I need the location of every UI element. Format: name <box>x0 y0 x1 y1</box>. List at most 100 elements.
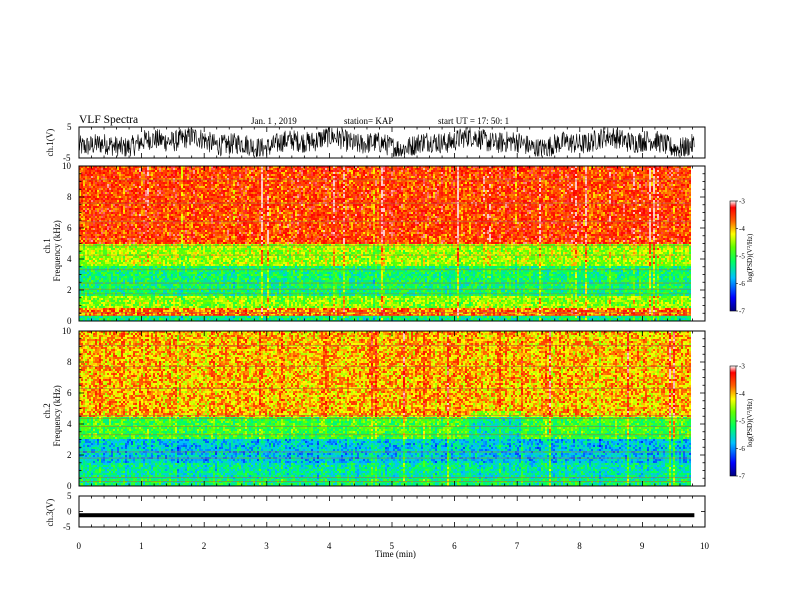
psd-cell <box>259 188 261 190</box>
psd-cell <box>457 180 459 182</box>
psd-cell <box>175 184 177 186</box>
psd-cell <box>479 174 481 176</box>
psd-cell <box>551 192 553 194</box>
psd-cell <box>373 186 375 188</box>
psd-cell <box>383 180 385 182</box>
psd-cell <box>137 168 139 170</box>
psd-cell <box>595 186 597 188</box>
psd-cell <box>429 180 431 182</box>
psd-cell <box>621 188 623 190</box>
psd-cell <box>99 180 101 182</box>
psd-cell <box>309 176 311 178</box>
psd-cell <box>645 188 647 190</box>
psd-cell <box>397 176 399 178</box>
psd-cell <box>595 174 597 176</box>
psd-cell <box>693 190 695 192</box>
psd-cell <box>549 196 551 198</box>
psd-cell <box>167 184 169 186</box>
psd-cell <box>271 192 273 194</box>
psd-cell <box>687 170 689 172</box>
psd-cell <box>609 174 611 176</box>
psd-cell <box>289 196 291 198</box>
psd-cell <box>83 184 85 186</box>
psd-cell <box>223 186 225 188</box>
psd-cell <box>667 176 669 178</box>
psd-cell <box>97 180 99 182</box>
psd-cell <box>323 192 325 194</box>
psd-cell <box>127 188 129 190</box>
psd-cell <box>353 180 355 182</box>
psd-cell <box>303 184 305 186</box>
psd-cell <box>343 194 345 196</box>
psd-cell <box>257 188 259 190</box>
psd-cell <box>231 168 233 170</box>
psd-cell <box>97 188 99 190</box>
psd-cell <box>159 192 161 194</box>
psd-cell <box>155 170 157 172</box>
psd-cell <box>681 192 683 194</box>
psd-cell <box>421 196 423 198</box>
psd-cell <box>629 194 631 196</box>
psd-cell <box>427 196 429 198</box>
psd-cell <box>219 176 221 178</box>
psd-cell <box>445 190 447 192</box>
psd-cell <box>517 186 519 188</box>
psd-cell <box>543 170 545 172</box>
psd-cell <box>201 172 203 174</box>
psd-cell <box>569 182 571 184</box>
psd-cell <box>413 168 415 170</box>
psd-cell <box>123 188 125 190</box>
psd-cell <box>133 172 135 174</box>
psd-cell <box>295 190 297 192</box>
psd-cell <box>341 190 343 192</box>
psd-cell <box>579 188 581 190</box>
psd-cell <box>267 184 269 186</box>
psd-cell <box>413 176 415 178</box>
psd-cell <box>223 170 225 172</box>
psd-cell <box>421 184 423 186</box>
psd-cell <box>91 186 93 188</box>
psd-cell <box>611 170 613 172</box>
psd-cell <box>203 192 205 194</box>
psd-cell <box>357 188 359 190</box>
psd-cell <box>517 196 519 198</box>
psd-cell <box>201 192 203 194</box>
psd-cell <box>671 170 673 172</box>
psd-cell <box>599 180 601 182</box>
psd-cell <box>337 176 339 178</box>
psd-cell <box>207 196 209 198</box>
psd-cell <box>297 196 299 198</box>
psd-cell <box>83 186 85 188</box>
psd-cell <box>165 194 167 196</box>
psd-cell <box>435 196 437 198</box>
psd-cell <box>181 172 183 174</box>
psd-cell <box>113 170 115 172</box>
psd-cell <box>423 188 425 190</box>
psd-cell <box>633 184 635 186</box>
psd-cell <box>687 176 689 178</box>
psd-cell <box>485 182 487 184</box>
psd-cell <box>113 172 115 174</box>
psd-cell <box>139 194 141 196</box>
psd-cell <box>127 170 129 172</box>
psd-cell <box>577 180 579 182</box>
psd-cell <box>269 172 271 174</box>
psd-cell <box>285 172 287 174</box>
psd-cell <box>407 168 409 170</box>
psd-cell <box>357 182 359 184</box>
psd-cell <box>235 194 237 196</box>
psd-cell <box>647 180 649 182</box>
psd-cell <box>89 186 91 188</box>
psd-cell <box>201 186 203 188</box>
psd-cell <box>465 174 467 176</box>
psd-cell <box>207 180 209 182</box>
psd-cell <box>399 176 401 178</box>
psd-cell <box>597 180 599 182</box>
psd-cell <box>523 176 525 178</box>
psd-cell <box>241 192 243 194</box>
psd-cell <box>447 172 449 174</box>
psd-cell <box>385 188 387 190</box>
psd-cell <box>451 190 453 192</box>
psd-cell <box>115 194 117 196</box>
psd-cell <box>355 194 357 196</box>
